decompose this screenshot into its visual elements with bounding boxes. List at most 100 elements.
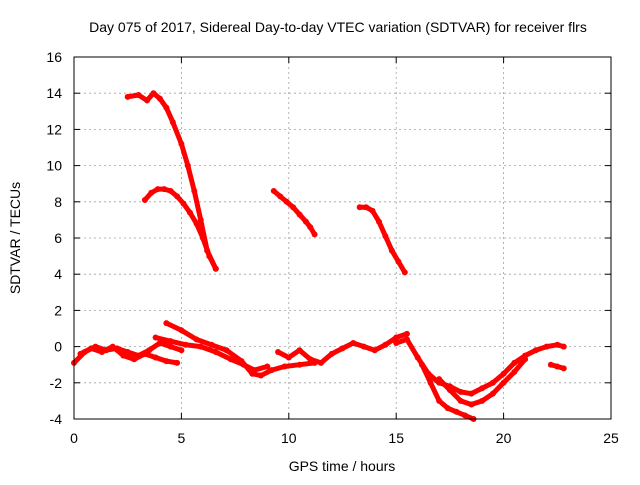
data-point xyxy=(270,187,277,194)
series-arc-low-6 xyxy=(393,336,567,397)
data-point xyxy=(414,354,421,361)
grid-lines xyxy=(74,57,611,419)
series-arc-low-9 xyxy=(547,361,567,372)
data-point xyxy=(152,334,159,341)
data-point xyxy=(457,388,464,395)
y-axis-label: SDTVAR / TECUs xyxy=(7,182,23,294)
data-point xyxy=(395,258,402,265)
series-arc-low-8 xyxy=(436,356,529,408)
data-point xyxy=(163,358,170,365)
data-point xyxy=(146,347,153,354)
y-tick-label: 4 xyxy=(54,266,62,282)
x-axis-label: GPS time / hours xyxy=(289,458,396,474)
data-point xyxy=(296,361,303,368)
series-arc-high-4 xyxy=(356,204,408,276)
data-point xyxy=(436,397,443,404)
x-tick-label: 20 xyxy=(496,430,512,446)
data-point xyxy=(302,218,309,225)
data-point xyxy=(197,216,204,223)
data-point xyxy=(457,397,464,404)
data-point xyxy=(511,359,518,366)
data-point xyxy=(382,233,389,240)
data-point xyxy=(223,347,230,354)
data-point xyxy=(180,200,187,207)
data-point xyxy=(311,231,318,238)
data-point xyxy=(547,361,554,368)
data-point xyxy=(193,220,200,227)
data-point xyxy=(318,359,325,366)
data-point xyxy=(371,347,378,354)
data-point xyxy=(388,247,395,254)
data-point xyxy=(167,343,174,350)
data-point xyxy=(169,119,176,126)
data-point xyxy=(543,343,550,350)
series-arc-low-2 xyxy=(77,343,181,366)
series-arc-low-5 xyxy=(275,330,410,366)
data-point xyxy=(199,235,206,241)
data-point xyxy=(167,187,174,194)
data-point xyxy=(403,336,410,343)
data-point xyxy=(240,361,247,368)
data-point xyxy=(182,341,189,348)
series-arc-high-3 xyxy=(270,187,318,238)
data-point xyxy=(264,363,271,370)
data-point xyxy=(560,343,567,350)
data-point xyxy=(296,211,303,218)
data-point xyxy=(511,368,518,375)
data-point xyxy=(212,349,219,356)
data-point xyxy=(88,345,95,352)
data-point xyxy=(382,341,389,348)
y-tick-label: 2 xyxy=(54,302,62,318)
data-point xyxy=(98,349,105,356)
data-point xyxy=(554,363,561,370)
data-point xyxy=(154,186,161,193)
data-point xyxy=(277,193,284,200)
x-tick-label: 10 xyxy=(281,430,297,446)
series-arc-low-7 xyxy=(418,361,477,422)
data-point xyxy=(427,379,434,386)
data-point xyxy=(178,140,185,147)
y-tick-label: 16 xyxy=(46,49,62,65)
data-point xyxy=(186,209,193,216)
data-point xyxy=(296,347,303,354)
data-point xyxy=(197,343,204,350)
data-point xyxy=(212,265,219,272)
data-point xyxy=(363,204,370,211)
y-tick-label: 12 xyxy=(46,121,62,137)
data-point xyxy=(135,92,142,99)
data-point xyxy=(328,350,335,357)
y-tick-label: 14 xyxy=(46,85,62,101)
y-tick-label: 6 xyxy=(54,230,62,246)
data-point xyxy=(554,341,561,348)
data-point xyxy=(500,370,507,377)
data-point xyxy=(77,350,84,357)
data-point xyxy=(120,352,127,359)
x-tick-label: 25 xyxy=(603,430,619,446)
data-point xyxy=(148,189,155,196)
y-tick-label: -4 xyxy=(50,411,63,427)
data-point xyxy=(461,412,468,419)
data-point xyxy=(174,359,181,366)
y-tick-label: 10 xyxy=(46,158,62,174)
data-point xyxy=(356,204,363,211)
data-point xyxy=(444,405,451,412)
y-tick-label: -2 xyxy=(50,375,63,391)
data-point xyxy=(178,347,185,354)
data-points xyxy=(71,90,567,422)
data-point xyxy=(307,224,314,231)
data-point xyxy=(376,218,383,225)
x-tick-label: 0 xyxy=(70,430,78,446)
chart-title: Day 075 of 2017, Sidereal Day-to-day VTE… xyxy=(89,19,587,35)
data-point xyxy=(489,379,496,386)
data-point xyxy=(141,350,148,357)
data-point xyxy=(163,104,170,111)
data-point xyxy=(285,354,292,361)
data-point xyxy=(208,341,215,348)
data-point xyxy=(251,367,258,374)
data-point xyxy=(167,338,174,345)
data-point xyxy=(257,372,264,379)
data-point xyxy=(281,363,288,370)
series-arc-high-2 xyxy=(141,186,219,272)
data-point xyxy=(131,356,138,363)
